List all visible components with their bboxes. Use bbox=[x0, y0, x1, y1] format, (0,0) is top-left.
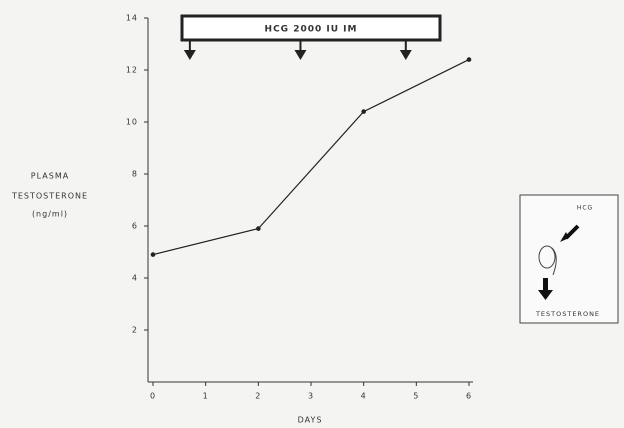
x-tick-label: 3 bbox=[308, 392, 314, 401]
epididymis bbox=[551, 247, 557, 276]
injection-arrowhead bbox=[294, 50, 307, 60]
point bbox=[150, 252, 156, 257]
inset-box bbox=[519, 194, 619, 324]
y-label: (ng/ml) bbox=[32, 210, 68, 219]
inset: HCG TESTOSTERONE bbox=[519, 194, 619, 324]
y-label: TESTOSTERONE bbox=[11, 192, 88, 201]
x-tick-label: 1 bbox=[203, 392, 209, 401]
line bbox=[152, 59, 470, 256]
y-tick-label: 4 bbox=[132, 274, 138, 283]
inset-arrowhead bbox=[538, 290, 553, 300]
point bbox=[256, 226, 261, 231]
y-tick-label: 12 bbox=[126, 66, 138, 75]
y-tick-label: 2 bbox=[132, 326, 138, 335]
injection-arrowhead bbox=[399, 50, 412, 60]
x-tick-label: 2 bbox=[255, 392, 261, 401]
x-tick-label: 6 bbox=[466, 392, 472, 401]
x-tick-label: 0 bbox=[150, 392, 156, 401]
y-label: PLASMA bbox=[31, 172, 69, 181]
y-tick-label: 8 bbox=[132, 170, 138, 179]
inset-label: TESTOSTERONE bbox=[535, 310, 600, 318]
annotation-box bbox=[180, 14, 442, 42]
injection-arrowhead bbox=[183, 50, 196, 60]
annotation-text: HCG 2000 IU IM bbox=[265, 25, 358, 35]
testis bbox=[538, 245, 556, 269]
inset-label: HCG bbox=[577, 205, 593, 212]
inset-arrowhead bbox=[560, 232, 569, 242]
y-tick-label: 6 bbox=[132, 222, 138, 231]
point bbox=[361, 109, 366, 114]
x-tick-label: 4 bbox=[361, 392, 367, 401]
y-tick-label: 10 bbox=[126, 118, 138, 127]
point bbox=[466, 57, 472, 62]
x-tick-label: 5 bbox=[413, 392, 419, 401]
y-tick-label: 14 bbox=[126, 14, 138, 23]
inset-arrow bbox=[543, 278, 548, 292]
x-label: DAYS bbox=[298, 416, 323, 425]
